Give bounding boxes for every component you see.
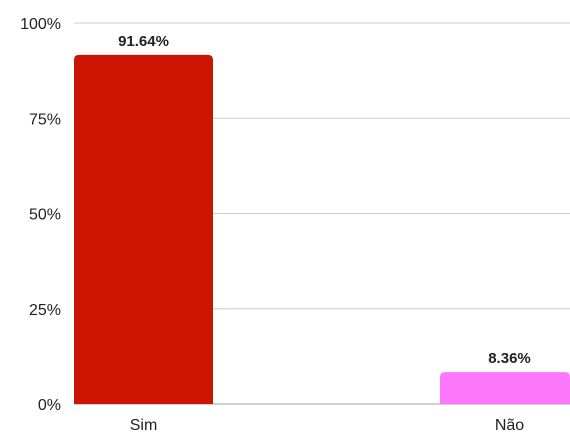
x-tick-label: Sim <box>130 417 158 434</box>
y-tick-label: 100% <box>20 16 61 33</box>
y-tick-label: 50% <box>29 207 61 224</box>
y-tick-label: 0% <box>38 397 61 414</box>
bar-sim <box>74 54 213 405</box>
x-axis-ticks: Sim Não <box>130 417 525 434</box>
y-axis-ticks: 0% 25% 50% 75% 100% <box>20 16 61 414</box>
data-label: 91.64% <box>118 33 169 50</box>
data-label: 8.36% <box>488 350 531 367</box>
y-tick-label: 75% <box>29 111 61 128</box>
y-tick-label: 25% <box>29 302 61 319</box>
data-labels: 91.64% 8.36% <box>118 33 531 367</box>
bar-nao <box>440 372 570 404</box>
x-tick-label: Não <box>495 417 524 434</box>
bars <box>74 54 570 405</box>
